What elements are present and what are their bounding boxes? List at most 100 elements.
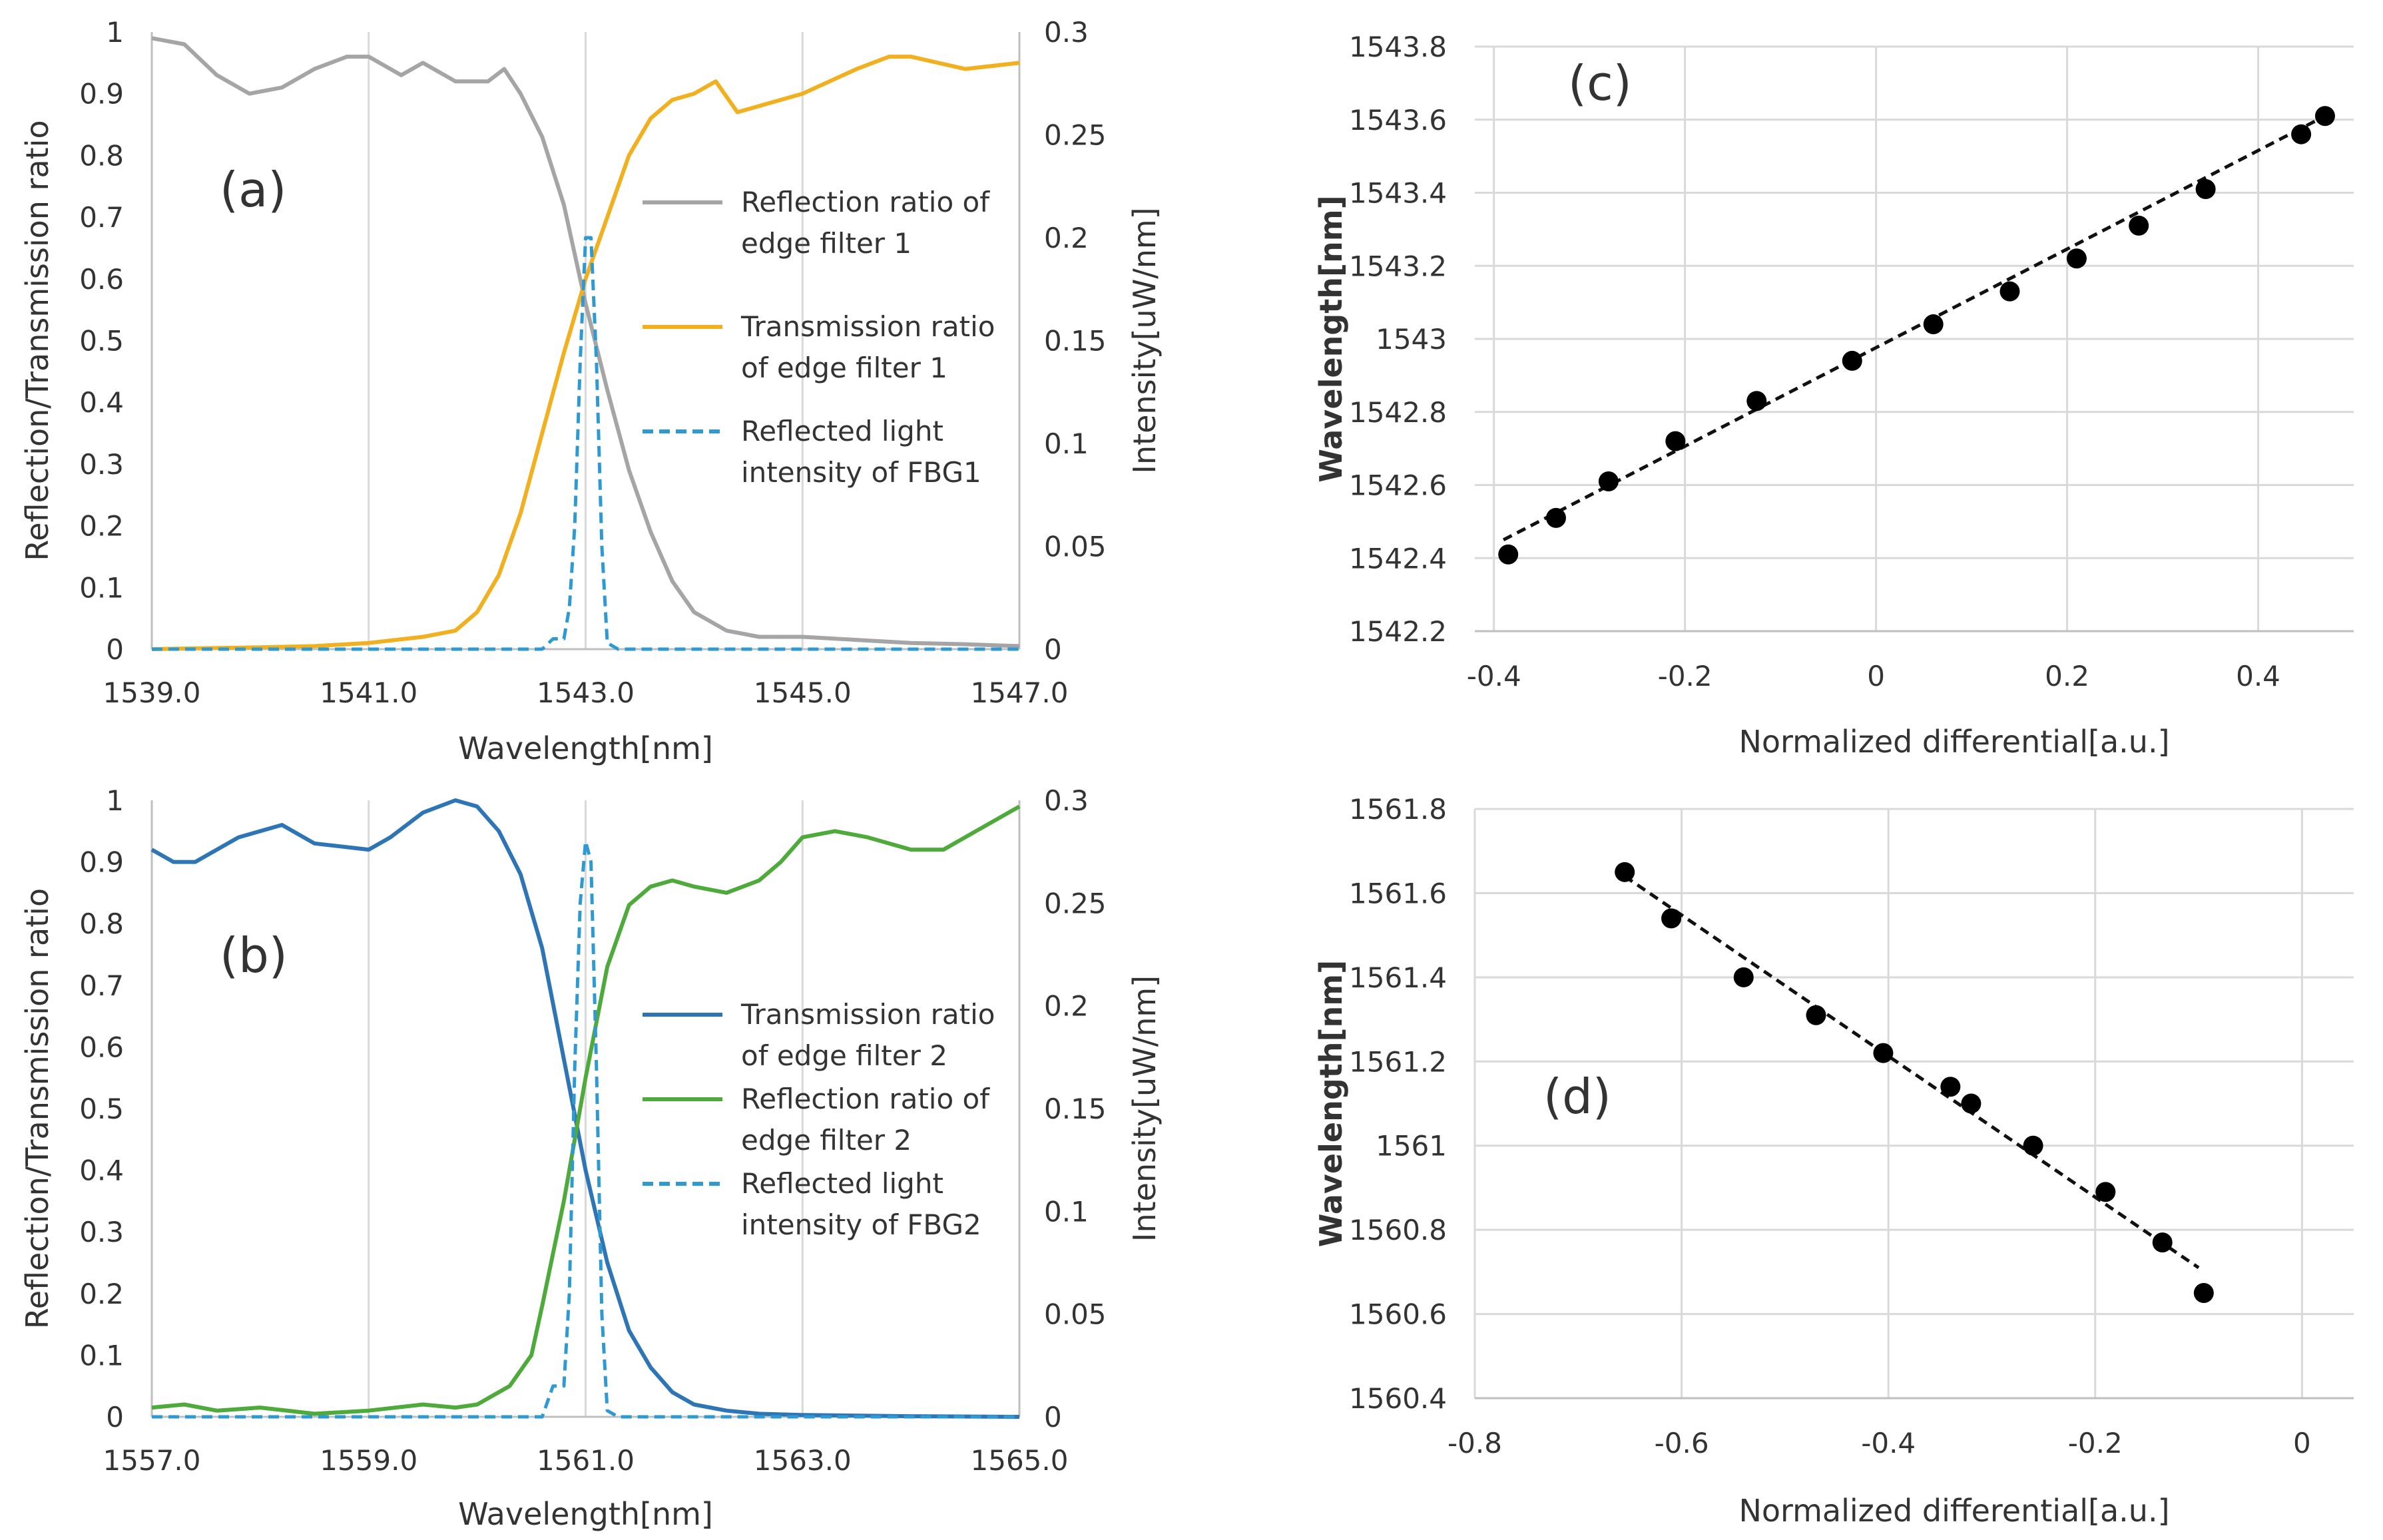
y-tick-label: 1560.6 xyxy=(1349,1298,1447,1331)
chart-panel-a: 1539.0 1541.0 1543.0 1545.0 1547.0 0 0.1 0.2 0.3… xyxy=(19,16,1163,766)
legend-label-1: edge filter 1 xyxy=(741,227,912,260)
y2-tick-label: 0.05 xyxy=(1044,531,1107,563)
y2-tick-label: 0.2 xyxy=(1044,990,1089,1023)
x-tick-label: 0.2 xyxy=(2045,660,2089,692)
y-tick-label: 0.1 xyxy=(79,571,124,604)
y-tick-label: 1543.2 xyxy=(1349,250,1447,282)
y-tick-label: 1561.2 xyxy=(1349,1045,1447,1078)
y-tick-label: 0.3 xyxy=(79,448,124,481)
chart-panel-d: 1560.4 1560.6 1560.8 1561 1561.2 1561.4 1561.6… xyxy=(1313,793,2354,1529)
x-tick-label: 0 xyxy=(2293,1427,2311,1459)
y2-tick-label: 0.2 xyxy=(1044,222,1089,254)
y-tick-label: 0.9 xyxy=(79,78,124,111)
y2-tick-label: 0.15 xyxy=(1044,1093,1107,1125)
x-axis-title: Wavelength[nm] xyxy=(458,730,713,766)
y-tick-label: 0.9 xyxy=(79,846,124,879)
chart-panel-b: 1557.0 1559.0 1561.0 1563.0 1565.0 0 0.1 0.2 0.3… xyxy=(19,784,1163,1532)
y2-tick-label: 0.25 xyxy=(1044,887,1107,919)
y2-tick-label: 0.3 xyxy=(1044,784,1089,817)
x-tick-label: -0.2 xyxy=(2068,1427,2123,1459)
x-tick-label: 1565.0 xyxy=(971,1444,1069,1477)
y2-tick-label: 0.05 xyxy=(1044,1298,1107,1331)
panel-label: (c) xyxy=(1568,55,1632,111)
x-tick-label: 1559.0 xyxy=(320,1444,417,1477)
data-point xyxy=(2291,124,2312,144)
y-tick-label: 1561.4 xyxy=(1349,961,1447,994)
series-line-2 xyxy=(151,804,1021,1416)
chart-panel-c: 1542.2 1542.4 1542.6 1542.8 1543 1543.2 1543.4… xyxy=(1313,31,2354,760)
x-tick-label: -0.4 xyxy=(1467,660,1521,692)
y-tick-label: 1560.8 xyxy=(1349,1214,1447,1246)
y-tick-label: 1543.8 xyxy=(1349,31,1447,63)
y2-axis-title: Intensity[uW/nm] xyxy=(1127,207,1163,473)
x-tick-label: 1561.0 xyxy=(537,1444,635,1477)
x-tick-label: 1545.0 xyxy=(754,676,852,709)
series-line-2 xyxy=(151,55,1020,651)
x-tick-label: 1557.0 xyxy=(103,1444,201,1477)
y-axis-title: Reflection/Transmission ratio xyxy=(19,120,55,561)
y-tick-label: 0 xyxy=(106,1401,124,1433)
y-tick-label: 1542.4 xyxy=(1349,542,1447,575)
y-axis-title: Reflection/Transmission ratio xyxy=(19,888,55,1329)
y-axis-title: Wavelength[nm] xyxy=(1313,195,1349,482)
y-axis-title: Wavelength[nm] xyxy=(1313,960,1349,1247)
y-tick-label: 0.8 xyxy=(79,139,124,172)
data-point xyxy=(1498,544,1519,565)
y2-tick-label: 0.25 xyxy=(1044,119,1107,152)
series-line-3 xyxy=(152,236,1019,651)
data-point xyxy=(1999,281,2020,302)
panel-label: (b) xyxy=(220,927,288,983)
data-point xyxy=(1842,350,1862,371)
x-tick-label: -0.4 xyxy=(1861,1427,1916,1459)
y-tick-label: 1 xyxy=(106,784,124,817)
legend-label-3: intensity of FBG1 xyxy=(741,456,981,489)
data-point xyxy=(1961,1093,1982,1114)
y-tick-label: 0.7 xyxy=(79,969,124,1002)
y2-tick-label: 0.1 xyxy=(1044,1195,1089,1228)
x-tick-label: 1543.0 xyxy=(537,676,635,709)
panel-label: (a) xyxy=(220,162,286,218)
y-tick-label: 1542.8 xyxy=(1349,396,1447,429)
y-tick-label: 0.3 xyxy=(79,1216,124,1248)
data-point xyxy=(2193,1282,2214,1303)
legend-label-2: edge filter 2 xyxy=(741,1124,912,1156)
data-point xyxy=(1806,1005,1826,1025)
y2-tick-label: 0.1 xyxy=(1044,427,1089,460)
y-tick-label: 1561.6 xyxy=(1349,877,1447,909)
x-tick-label: 0.4 xyxy=(2236,660,2280,692)
data-point xyxy=(1661,908,1682,929)
data-point xyxy=(1733,967,1754,987)
data-point xyxy=(2095,1182,2116,1202)
data-point xyxy=(2066,248,2087,269)
y-tick-label: 1543.4 xyxy=(1349,177,1447,210)
data-point xyxy=(1615,862,1635,882)
legend-label-1: Reflection ratio of xyxy=(741,186,990,218)
y-tick-label: 1560.4 xyxy=(1349,1382,1447,1415)
x-tick-label: -0.6 xyxy=(1655,1427,1709,1459)
data-point xyxy=(2129,215,2149,236)
y-tick-label: 0.5 xyxy=(79,1093,124,1125)
y-tick-label: 0.5 xyxy=(79,325,124,358)
y-tick-label: 0.6 xyxy=(79,1031,124,1063)
x-axis-title: Normalized differential[a.u.] xyxy=(1738,724,2169,760)
y2-tick-label: 0 xyxy=(1044,1401,1062,1433)
y-tick-label: 0.4 xyxy=(79,386,124,419)
data-point xyxy=(2152,1232,2173,1253)
y-tick-label: 0.2 xyxy=(79,1278,124,1310)
x-axis-title: Wavelength[nm] xyxy=(458,1496,713,1532)
x-axis-title: Normalized differential[a.u.] xyxy=(1738,1493,2169,1529)
legend-label-2: Reflection ratio of xyxy=(741,1083,990,1115)
y2-tick-label: 0 xyxy=(1044,633,1062,666)
y-tick-label: 1561 xyxy=(1376,1130,1447,1162)
data-point xyxy=(2195,179,2216,200)
legend-label-2: Transmission ratio xyxy=(740,310,995,343)
y-tick-label: 0.7 xyxy=(79,201,124,234)
data-point xyxy=(1665,431,1686,451)
x-tick-label: 1563.0 xyxy=(754,1444,852,1477)
data-point xyxy=(1545,507,1566,528)
y2-tick-label: 0.3 xyxy=(1044,16,1089,49)
legend-label-3: Reflected light xyxy=(741,1167,943,1200)
legend-label-1: Transmission ratio xyxy=(740,998,995,1031)
